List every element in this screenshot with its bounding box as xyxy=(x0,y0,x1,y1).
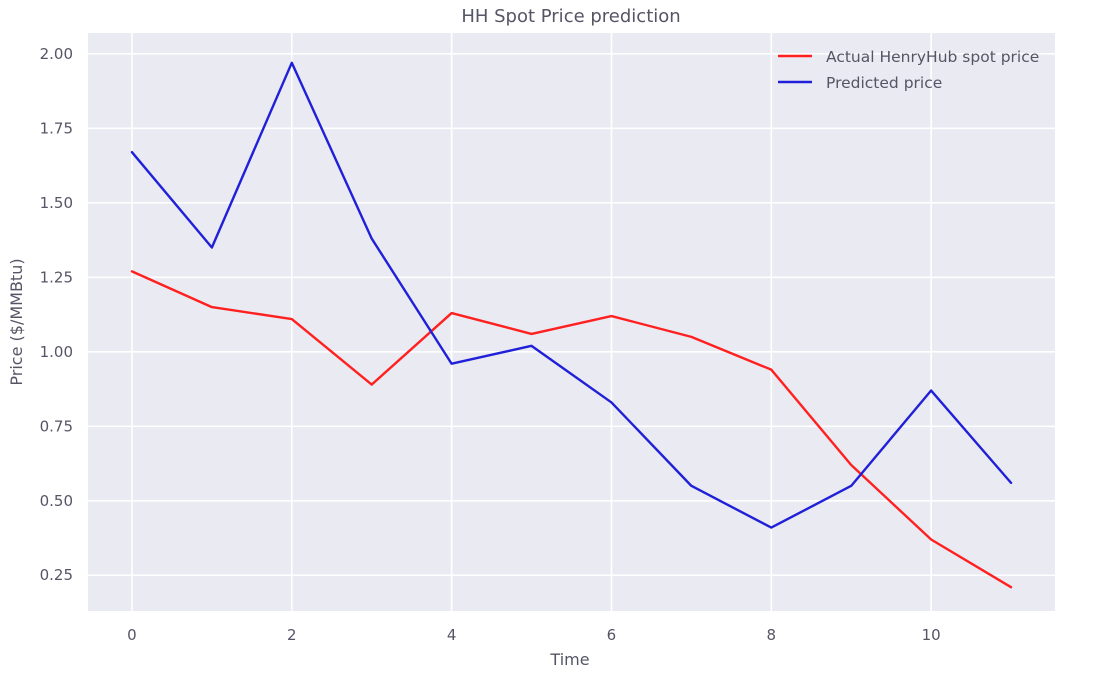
x-tick-label: 6 xyxy=(607,626,617,644)
chart-title: HH Spot Price prediction xyxy=(461,6,680,27)
plot-background xyxy=(88,33,1055,611)
x-tick-label: 8 xyxy=(767,626,777,644)
y-tick-label: 0.25 xyxy=(40,566,73,584)
y-tick-label: 1.00 xyxy=(40,343,73,361)
y-tick-label: 1.50 xyxy=(40,194,73,212)
legend-label-predicted: Predicted price xyxy=(826,74,942,92)
x-tick-labels: 0 2 4 6 8 10 xyxy=(127,626,940,644)
x-tick-label: 4 xyxy=(447,626,457,644)
y-tick-labels: 0.25 0.50 0.75 1.00 1.25 1.50 1.75 2.00 xyxy=(40,45,73,584)
legend-label-actual: Actual HenryHub spot price xyxy=(826,48,1039,66)
x-tick-label: 2 xyxy=(287,626,297,644)
y-gridlines xyxy=(88,53,1055,577)
y-axis-title: Price ($/MMBtu) xyxy=(7,258,26,385)
series-line-actual xyxy=(130,270,1013,589)
series-line-predicted xyxy=(130,61,1013,529)
x-tick-label: 10 xyxy=(922,626,941,644)
y-tick-label: 0.50 xyxy=(40,492,73,510)
y-tick-label: 0.75 xyxy=(40,417,73,435)
y-tick-label: 2.00 xyxy=(40,45,73,63)
y-tick-label: 1.75 xyxy=(40,119,73,137)
y-tick-label: 1.25 xyxy=(40,268,73,286)
series-lines xyxy=(130,61,1013,589)
x-gridlines xyxy=(131,33,932,611)
legend: Actual HenryHub spot price Predicted pri… xyxy=(778,48,1039,92)
x-axis-title: Time xyxy=(549,650,589,669)
x-tick-label: 0 xyxy=(127,626,137,644)
